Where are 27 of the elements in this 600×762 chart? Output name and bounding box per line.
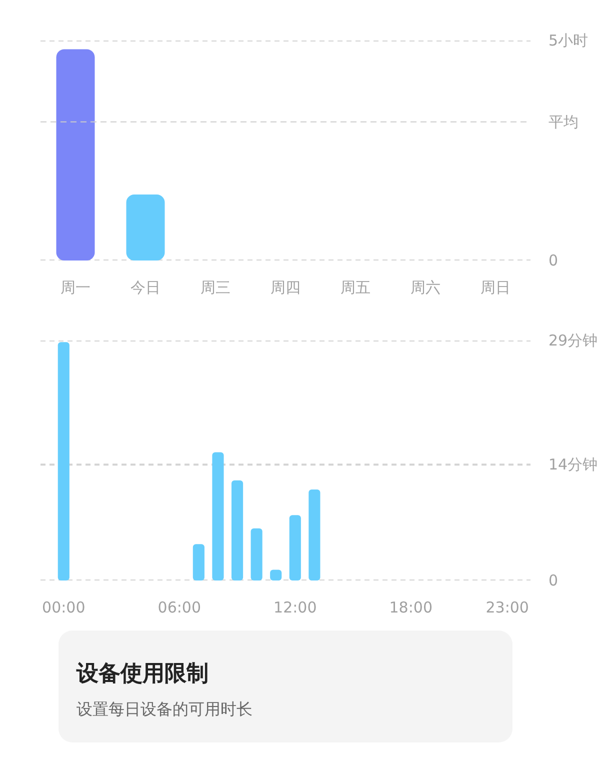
x-tick-label: 18:00 — [389, 598, 433, 616]
x-tick-label: 周一 — [60, 278, 90, 296]
x-tick-label: 周三 — [200, 278, 230, 296]
x-tick-label: 周日 — [480, 278, 510, 296]
y-tick-label: 0 — [548, 572, 558, 590]
x-tick-label: 周五 — [340, 278, 370, 296]
bar — [308, 489, 320, 580]
bar — [231, 480, 244, 580]
x-tick-label: 周六 — [410, 278, 440, 296]
x-tick-label: 06:00 — [158, 598, 202, 616]
x-tick-label: 23:00 — [486, 598, 529, 616]
bar — [212, 452, 224, 580]
bar — [192, 544, 204, 580]
text: 设置每日设备的可用时长 — [76, 700, 252, 718]
y-tick-label: 29分钟 — [548, 332, 598, 350]
bar — [289, 515, 301, 580]
text: 设备使用限制 — [75, 662, 208, 686]
x-tick-label: 00:00 — [42, 598, 86, 616]
bar — [58, 342, 70, 580]
x-tick-label: 今日 — [130, 278, 160, 296]
ref-line-label: 平均 — [548, 112, 578, 131]
bar — [250, 528, 262, 580]
y-tick-label: 5小时 — [548, 32, 588, 50]
x-tick-label: 12:00 — [274, 598, 317, 616]
y-tick-label: 0 — [548, 252, 558, 270]
y-tick-label: 14分钟 — [548, 456, 598, 474]
x-tick-label: 周四 — [270, 278, 300, 296]
